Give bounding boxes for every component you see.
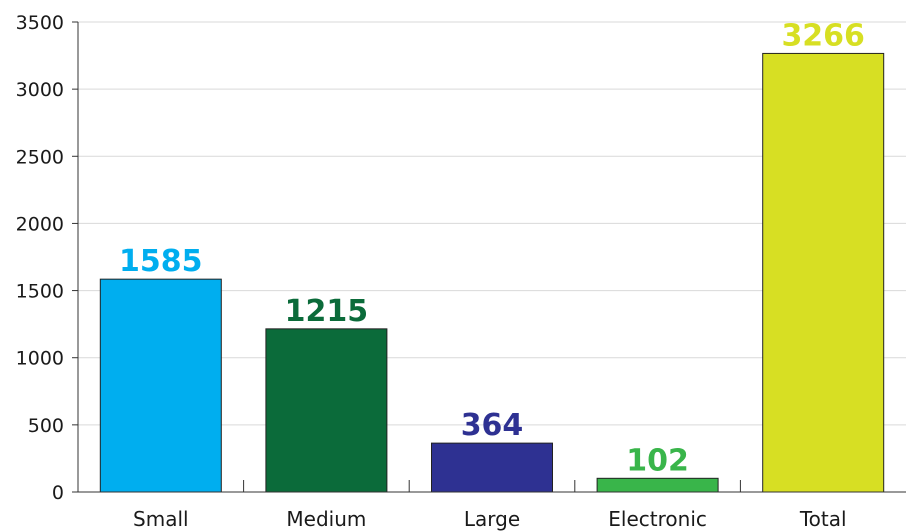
bar-medium	[265, 328, 388, 493]
category-label-medium: Medium	[286, 507, 366, 531]
data-labels: 1585 1215 364 102 3266	[119, 18, 865, 478]
data-label-small: 1585	[119, 244, 203, 279]
y-tick-label: 500	[28, 415, 64, 437]
bar-large	[431, 442, 553, 493]
category-label-electronic: Electronic	[608, 507, 707, 531]
data-label-large: 364	[461, 408, 524, 443]
bar-total	[762, 52, 885, 493]
y-tick-label: 1500	[16, 281, 64, 303]
y-tick-label: 2000	[16, 213, 64, 235]
y-tick-label: 3500	[16, 12, 64, 34]
y-tick-label: 2500	[16, 146, 64, 168]
category-label-total: Total	[799, 507, 847, 531]
data-label-medium: 1215	[285, 294, 369, 329]
category-label-large: Large	[464, 507, 520, 531]
bar-small	[99, 278, 222, 493]
x-axis-categories: Small Medium Large Electronic Total	[133, 480, 847, 531]
bar-electronic	[596, 477, 719, 493]
y-tick-label: 1000	[16, 348, 64, 370]
data-label-total: 3266	[781, 18, 865, 53]
category-label-small: Small	[133, 507, 189, 531]
y-tick-label: 0	[52, 482, 64, 504]
y-axis-ticks: 0 500 1000 1500 2000 2500 3000 3500	[16, 12, 78, 504]
bars	[99, 52, 885, 493]
y-tick-label: 3000	[16, 79, 64, 101]
data-label-electronic: 102	[626, 443, 689, 478]
